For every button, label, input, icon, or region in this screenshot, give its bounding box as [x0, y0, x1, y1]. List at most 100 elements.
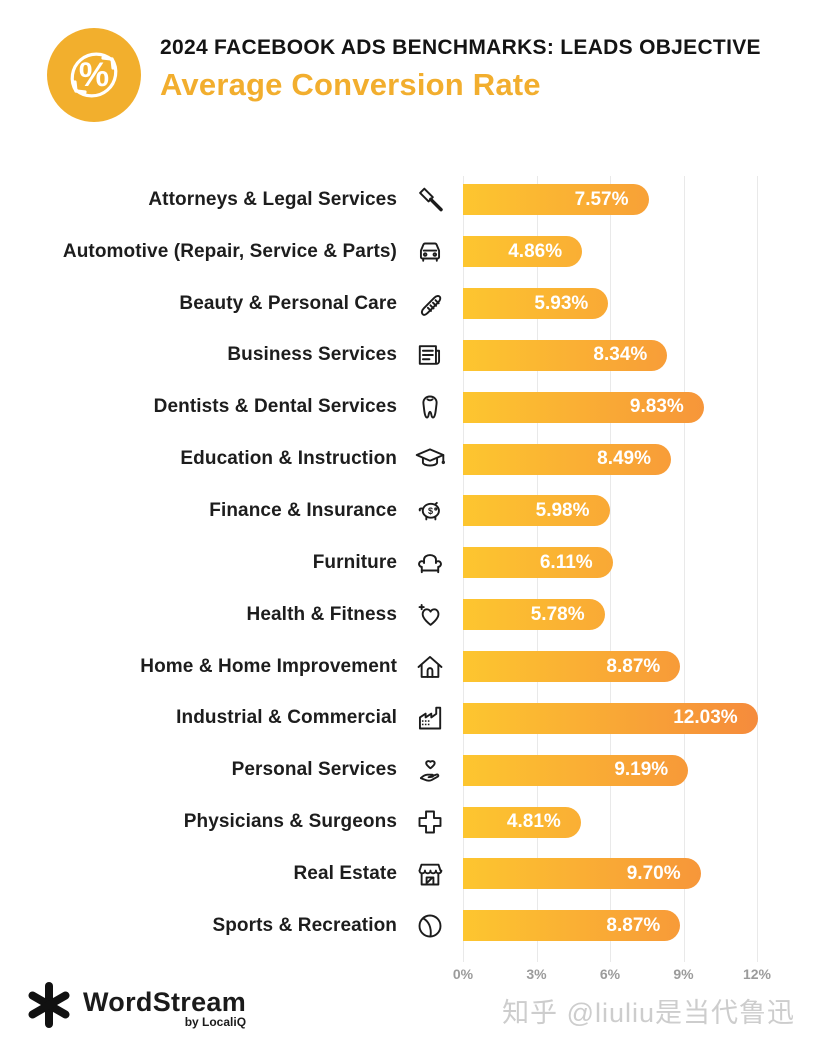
bar: 8.34% — [463, 339, 668, 371]
gavel-icon — [397, 183, 463, 217]
row-label: Automotive (Repair, Service & Parts) — [62, 240, 397, 262]
brand-name: WordStream — [83, 987, 247, 1017]
table-row: Automotive (Repair, Service & Parts) 4.8… — [0, 226, 817, 278]
table-row: Business Services 8.34% — [0, 330, 817, 382]
row-label: Dentists & Dental Services — [153, 396, 397, 418]
x-tick: 0% — [452, 966, 474, 982]
bar-track: 8.87% — [463, 651, 817, 683]
car-icon — [397, 235, 463, 269]
row-label: Physicians & Surgeons — [183, 811, 397, 833]
bar-track: 8.49% — [463, 443, 817, 475]
table-row: Dentists & Dental Services 9.83% — [0, 381, 817, 433]
bar: 4.81% — [463, 806, 581, 838]
bar-value: 8.87% — [606, 914, 661, 936]
brand-subtitle: by LocaliQ — [184, 1015, 247, 1029]
gridline — [683, 176, 685, 962]
row-label: Business Services — [227, 344, 397, 366]
bar-value: 4.81% — [506, 811, 561, 833]
x-tick: 9% — [673, 966, 694, 982]
watermark: 知乎 @liuliu是当代鲁迅 — [502, 998, 795, 1028]
bar-track: 8.34% — [463, 339, 817, 371]
bar-value: 4.86% — [508, 240, 563, 262]
bar: 9.19% — [463, 754, 689, 786]
title-block: 2024 FACEBOOK ADS BENCHMARKS: LEADS OBJE… — [160, 27, 761, 123]
bar: 8.87% — [463, 910, 681, 942]
bar: 9.70% — [463, 858, 701, 890]
table-row: Finance & Insurance $ 5.98% — [0, 485, 817, 537]
bar-value: 9.19% — [614, 759, 669, 781]
gridline — [757, 176, 758, 962]
ball-icon — [397, 909, 463, 943]
row-label: Home & Home Improvement — [140, 655, 397, 677]
bar-track: 6.11% — [463, 547, 817, 579]
bar-track: 9.19% — [463, 754, 817, 786]
table-row: Health & Fitness 5.78% — [0, 589, 817, 641]
row-label: Furniture — [312, 551, 397, 573]
graduation-cap-icon — [397, 442, 463, 476]
row-label: Real Estate — [293, 862, 397, 884]
x-tick: 12% — [742, 966, 772, 982]
row-label: Beauty & Personal Care — [179, 292, 397, 314]
bar-value: 8.87% — [606, 655, 661, 677]
factory-icon — [397, 701, 463, 735]
svg-text:$: $ — [428, 506, 433, 516]
x-tick: 3% — [526, 966, 547, 982]
bar-track: 4.86% — [463, 236, 817, 268]
heart-plus-icon — [397, 598, 463, 632]
house-icon — [397, 650, 463, 684]
newspaper-icon — [397, 338, 463, 372]
hand-heart-icon — [397, 753, 463, 787]
table-row: Real Estate 9.70% — [0, 848, 817, 900]
comb-icon — [397, 287, 463, 321]
bar-value: 9.83% — [629, 396, 684, 418]
row-label: Personal Services — [231, 759, 397, 781]
brand-text: WordStream by LocaliQ — [83, 981, 246, 1029]
footer: WordStream by LocaliQ 知乎 @liuliu是当代鲁迅 — [0, 975, 817, 1041]
table-row: Home & Home Improvement 8.87% — [0, 641, 817, 693]
bar-track: 9.83% — [463, 391, 817, 423]
bar-value: 9.70% — [626, 862, 681, 884]
bar-rows: Attorneys & Legal Services 7.57% Automot… — [0, 174, 817, 952]
table-row: Furniture 6.11% — [0, 537, 817, 589]
bar-value: 8.49% — [597, 448, 651, 470]
bar-track: 8.87% — [463, 910, 817, 942]
bar-track: 12.03% — [463, 702, 817, 734]
percent-refresh-icon: % — [46, 27, 142, 123]
x-axis: 0% 3% 6% 9% 12% — [0, 966, 817, 986]
row-label: Industrial & Commercial — [176, 707, 397, 729]
bar-value: 6.11% — [539, 551, 593, 573]
medical-cross-icon — [397, 805, 463, 839]
bar-value: 8.34% — [593, 344, 648, 366]
bar: 9.83% — [463, 391, 704, 423]
bar: 8.87% — [463, 651, 681, 683]
row-label: Health & Fitness — [246, 603, 397, 625]
bar-chart: Attorneys & Legal Services 7.57% Automot… — [0, 174, 817, 982]
table-row: Sports & Recreation 8.87% — [0, 900, 817, 952]
chart-title: Average Conversion Rate — [160, 67, 541, 102]
bar-value: 12.03% — [673, 707, 738, 729]
chart-kicker: 2024 FACEBOOK ADS BENCHMARKS: LEADS OBJE… — [160, 36, 761, 59]
asterisk-icon — [28, 982, 70, 1028]
bar-track: 5.78% — [463, 599, 817, 631]
bar-value: 5.93% — [534, 292, 589, 314]
bar: 7.57% — [463, 184, 649, 216]
bar-track: 9.70% — [463, 858, 817, 890]
tooth-icon — [397, 390, 463, 424]
piggy-bank-icon: $ — [397, 494, 463, 528]
storefront-icon — [397, 857, 463, 891]
bar: 4.86% — [463, 236, 583, 268]
table-row: Personal Services 9.19% — [0, 744, 817, 796]
bar: 12.03% — [463, 702, 758, 734]
row-label: Finance & Insurance — [209, 499, 397, 521]
table-row: Industrial & Commercial 12.03% — [0, 692, 817, 744]
bar-value: 7.57% — [574, 188, 629, 210]
bar-value: 5.98% — [535, 499, 590, 521]
bar: 6.11% — [463, 547, 613, 579]
bar: 8.49% — [463, 443, 671, 475]
bar-track: 5.98% — [463, 495, 817, 527]
bar: 5.78% — [463, 599, 605, 631]
svg-text:%: % — [79, 56, 109, 94]
armchair-icon — [397, 546, 463, 580]
x-tick: 6% — [599, 966, 621, 982]
